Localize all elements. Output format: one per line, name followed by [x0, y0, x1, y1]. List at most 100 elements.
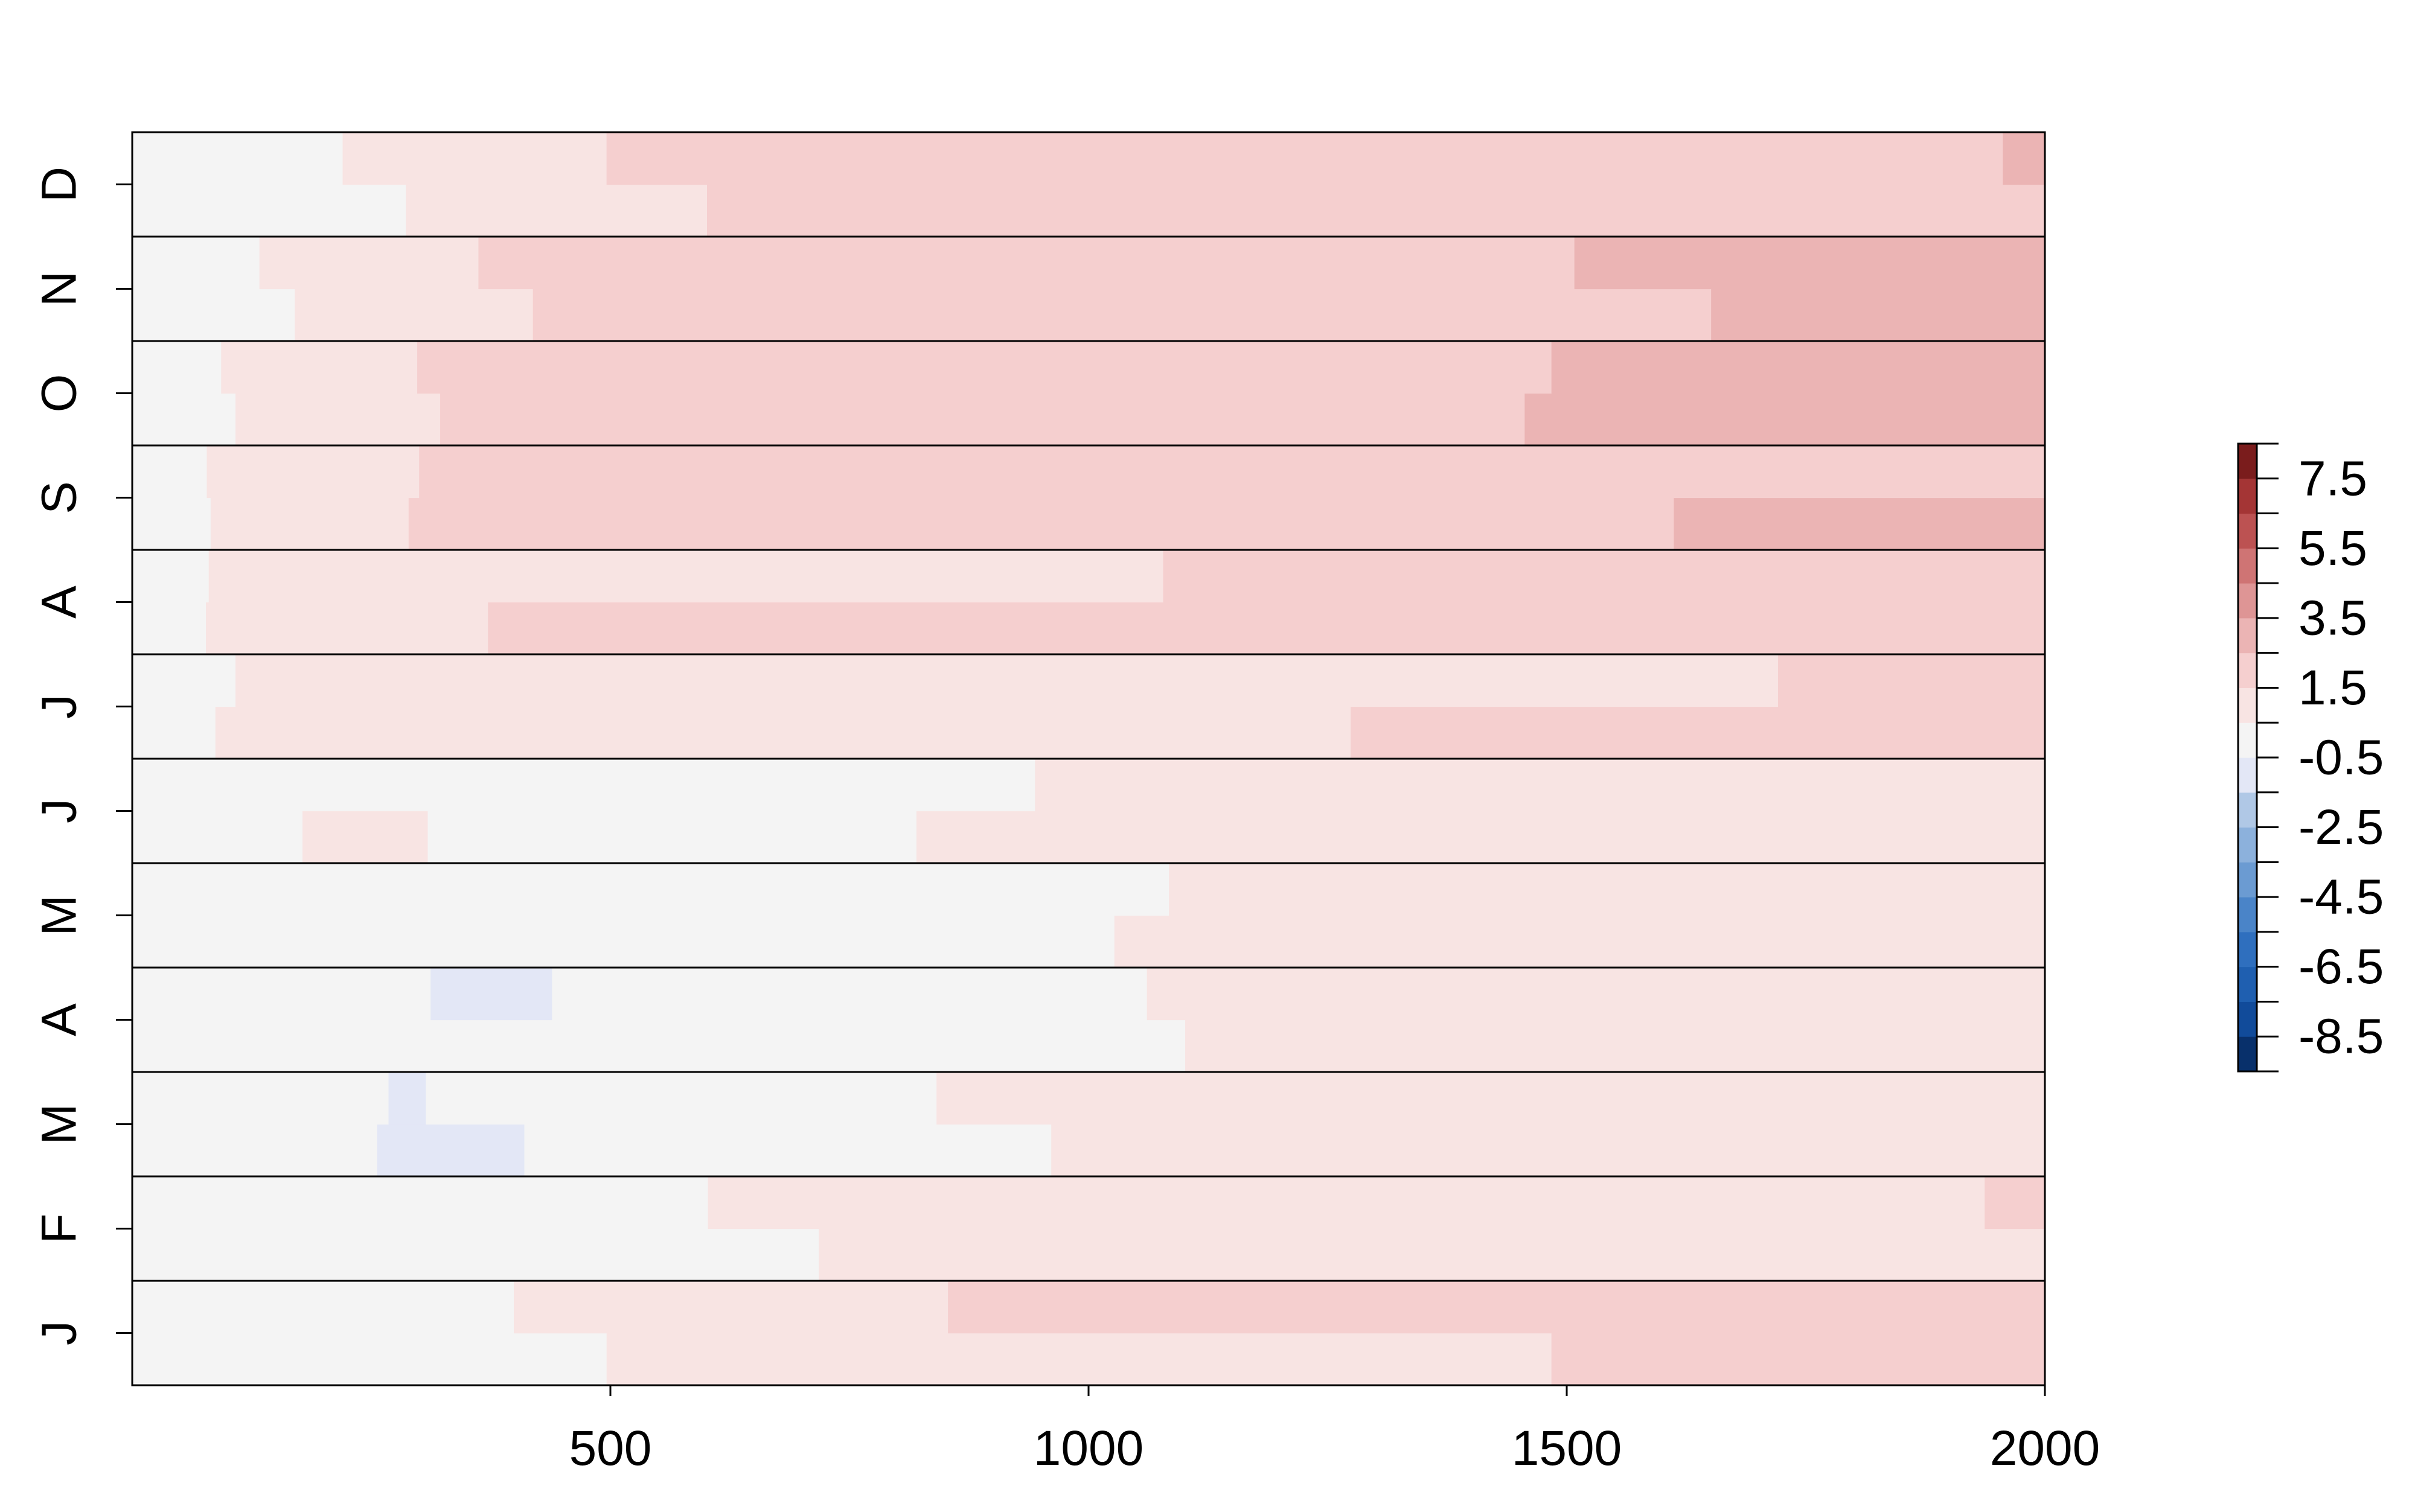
colorbar-swatch: [2238, 897, 2257, 933]
heatmap-cell: [132, 654, 236, 707]
heatmap-cell: [388, 1072, 426, 1125]
heatmap-cell: [132, 393, 236, 446]
colorbar-tick-label: -4.5: [2298, 870, 2384, 925]
heatmap-cell: [132, 1333, 607, 1386]
heatmap-cell: [1169, 863, 2046, 916]
colorbar-swatch: [2238, 1036, 2257, 1072]
heatmap-cell: [1551, 341, 2046, 394]
colorbar-swatch: [2238, 478, 2257, 514]
y-tick-label: J: [32, 694, 87, 719]
heatmap-cell: [1711, 289, 2046, 342]
heatmap-cell: [948, 1281, 2046, 1334]
heatmap-cell: [417, 341, 1552, 394]
colorbar-swatch: [2238, 652, 2257, 688]
heatmap-cell: [488, 602, 2046, 655]
heatmap-cell: [936, 1072, 2046, 1125]
y-tick-label: O: [32, 374, 87, 413]
heatmap-cell: [259, 237, 479, 290]
colorbar-swatch: [2238, 862, 2257, 898]
heatmap-cell: [132, 445, 208, 499]
heatmap-cell: [208, 550, 1164, 603]
heatmap-cell: [1551, 1333, 2046, 1386]
y-axis: J F M A M J J A S O N D: [32, 167, 132, 1345]
heatmap-cell: [377, 1124, 525, 1177]
heatmap-cell: [1114, 915, 2046, 968]
heatmap-cell: [430, 968, 552, 1021]
heatmap-cell: [132, 706, 216, 759]
heatmap-cell: [132, 550, 210, 603]
heatmap-cell: [132, 184, 406, 237]
heatmap-cell: [132, 1019, 1186, 1073]
y-tick-label: M: [32, 1103, 87, 1144]
heatmap-cell: [819, 1228, 2046, 1281]
y-tick-label: N: [32, 271, 87, 307]
heatmap-cell: [1163, 550, 2046, 603]
heatmap-cell: [132, 1228, 819, 1281]
heatmap-cell: [427, 811, 917, 864]
heatmap-cell: [1574, 237, 2046, 290]
heatmap-cell: [235, 654, 1779, 707]
colorbar-swatch: [2238, 444, 2257, 479]
x-tick-label: 500: [569, 1421, 652, 1476]
heatmap-cell: [606, 132, 2003, 185]
heatmap-cell: [205, 602, 488, 655]
heatmap-cell: [235, 393, 441, 446]
heatmap-cell: [606, 1333, 1552, 1386]
colorbar-swatch: [2238, 583, 2257, 619]
y-tick-label: A: [32, 585, 87, 619]
heatmap-cell: [132, 759, 1035, 812]
heatmap-cell: [1147, 968, 2046, 1021]
heatmap-cell: [342, 132, 607, 185]
heatmap-cell: [132, 132, 344, 185]
colorbar-swatch: [2238, 617, 2257, 654]
heatmap-cell: [302, 811, 429, 864]
colorbar-tick-label: 7.5: [2298, 451, 2367, 506]
heatmap-cell: [132, 1124, 378, 1177]
colorbar-swatch: [2238, 966, 2257, 1002]
colorbar-tick-label: -0.5: [2298, 730, 2384, 785]
heatmap-cell: [708, 1176, 1985, 1230]
colorbar-tick-label: -8.5: [2298, 1009, 2384, 1064]
heatmap-cell: [206, 445, 420, 499]
heatmap-cell: [1524, 393, 2046, 446]
heatmap-cell: [514, 1281, 948, 1334]
heatmap-cell: [295, 289, 534, 342]
row-dividers: [132, 235, 2045, 1282]
heatmap-cell: [1674, 497, 2046, 550]
heatmap-cell: [215, 706, 1351, 759]
colorbar-swatch: [2238, 792, 2257, 828]
y-tick-label: J: [32, 799, 87, 823]
heatmap-cell: [524, 1124, 1052, 1177]
heatmap-cell: [1985, 1176, 2046, 1230]
heatmap-cell: [132, 968, 431, 1021]
colorbar-tick-label: -2.5: [2298, 800, 2384, 855]
heatmap-cell: [1035, 759, 2046, 812]
colorbar-tick-label: 3.5: [2298, 590, 2367, 645]
x-tick-label: 1500: [1512, 1421, 1622, 1476]
colorbar-tick-label: -6.5: [2298, 939, 2384, 994]
y-tick-label: M: [32, 895, 87, 936]
heatmap-cell: [132, 289, 295, 342]
colorbar-tick-label: 5.5: [2298, 521, 2367, 576]
heatmap-cell: [533, 289, 1712, 342]
colorbar-swatch: [2238, 548, 2257, 584]
x-tick-label: 2000: [1990, 1421, 2100, 1476]
heatmap-cell: [221, 341, 418, 394]
x-axis: 500 1000 1500 2000: [569, 1385, 2100, 1476]
colorbar-swatch: [2238, 827, 2257, 863]
heatmap-cell: [210, 497, 409, 550]
colorbar-swatch: [2238, 758, 2257, 793]
colorbar-legend: 7.5 5.5 3.5 1.5 -0.5 -2.5 -4.5 -6.5 -8.5: [2237, 442, 2384, 1073]
heatmap-cell: [1351, 706, 2046, 759]
heatmap-cell: [132, 602, 206, 655]
heatmap-cell: [406, 184, 708, 237]
heatmap-cell: [440, 393, 1525, 446]
heatmap-cell: [132, 863, 1169, 916]
colorbar-swatch: [2238, 687, 2257, 723]
heatmap-cells: [132, 132, 2046, 1386]
y-tick-label: J: [32, 1321, 87, 1345]
heatmap-cell: [2003, 132, 2046, 185]
y-tick-label: A: [32, 1003, 87, 1036]
